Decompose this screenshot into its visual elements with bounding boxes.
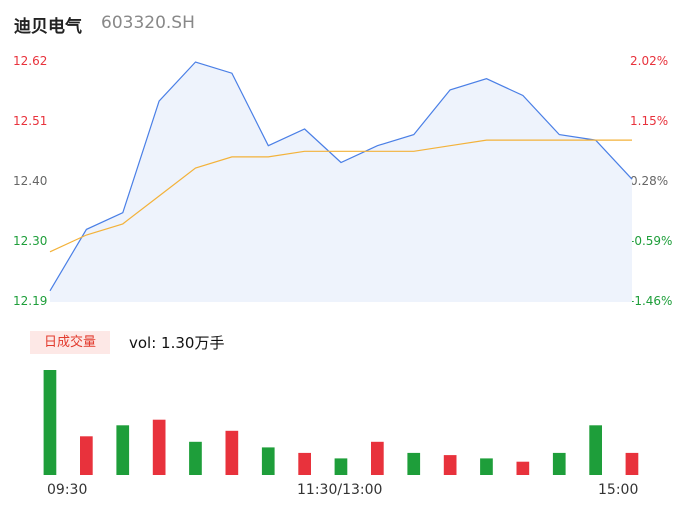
volume-bar bbox=[298, 452, 311, 475]
average-price-line bbox=[49, 139, 632, 253]
price-tick: 12.62 bbox=[13, 54, 48, 68]
price-tick: 12.30 bbox=[13, 234, 48, 248]
pct-tick: -0.59% bbox=[630, 234, 673, 248]
pct-tick: 1.15% bbox=[630, 114, 669, 128]
time-tick-open: 09:30 bbox=[47, 482, 88, 498]
volume-bar bbox=[443, 455, 457, 475]
pct-tick: 0.28% bbox=[630, 174, 669, 188]
price-tick: 12.19 bbox=[13, 294, 48, 308]
volume-bar bbox=[189, 441, 202, 475]
volume-bar bbox=[625, 452, 639, 475]
volume-bar bbox=[116, 425, 130, 475]
volume-bar bbox=[480, 458, 493, 475]
time-tick-close: 15:00 bbox=[598, 482, 639, 498]
volume-bar bbox=[552, 452, 566, 475]
price-line bbox=[49, 61, 633, 292]
pct-tick: -1.46% bbox=[630, 294, 673, 308]
volume-bar bbox=[43, 370, 57, 475]
volume-bar bbox=[516, 461, 530, 475]
price-area bbox=[50, 62, 632, 302]
stock-name: 迪贝电气 bbox=[14, 17, 82, 37]
volume-readout: vol: 1.30万手 bbox=[129, 334, 225, 352]
volume-bar bbox=[261, 447, 275, 475]
volume-bar bbox=[80, 436, 93, 475]
volume-tab[interactable]: 日成交量 bbox=[30, 331, 110, 354]
price-tick: 12.40 bbox=[13, 174, 48, 188]
volume-bar bbox=[334, 458, 348, 475]
volume-bar bbox=[407, 452, 421, 475]
volume-bar bbox=[152, 419, 166, 475]
pct-tick: 2.02% bbox=[630, 54, 669, 68]
volume-bar bbox=[589, 425, 602, 475]
price-tick: 12.51 bbox=[13, 114, 48, 128]
volume-bar bbox=[225, 430, 239, 475]
stock-code: 603320.SH bbox=[101, 13, 195, 33]
volume-bar bbox=[371, 441, 384, 475]
time-tick-midday: 11:30/13:00 bbox=[297, 482, 383, 498]
